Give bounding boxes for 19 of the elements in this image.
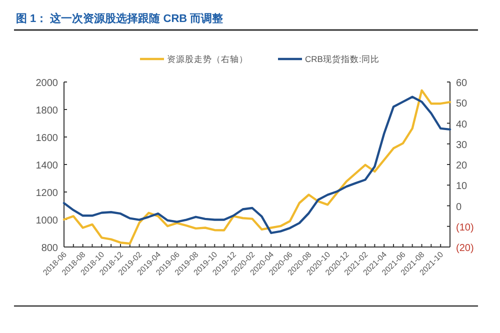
y2-tick-label: 20 xyxy=(456,160,468,172)
y2-tick-label: (10) xyxy=(456,222,474,234)
y-tick-label: 1800 xyxy=(36,106,58,116)
legend-label: CRB现货指数:同比 xyxy=(305,54,380,64)
y2-tick-label: 40 xyxy=(456,119,468,130)
y-tick-label: 2000 xyxy=(36,78,58,89)
y-tick-label: 1000 xyxy=(36,216,58,226)
y-tick-label: 1200 xyxy=(36,188,58,199)
y2-tick-label: 60 xyxy=(456,78,468,89)
y2-tick-label: 30 xyxy=(456,140,468,151)
y2-tick-label: 50 xyxy=(456,98,468,110)
chart-title: 图 1： 这一次资源股选择跟随 CRB 而调整 xyxy=(16,12,224,25)
y2-tick-label: 0 xyxy=(456,202,462,213)
y2-tick-label: (20) xyxy=(456,243,474,254)
y2-tick-label: 10 xyxy=(456,181,468,192)
y-tick-label: 1400 xyxy=(36,160,58,172)
y-tick-label: 1600 xyxy=(36,133,58,144)
legend-label: 资源股走势（右轴） xyxy=(167,54,248,64)
y-tick-label: 800 xyxy=(41,243,58,254)
